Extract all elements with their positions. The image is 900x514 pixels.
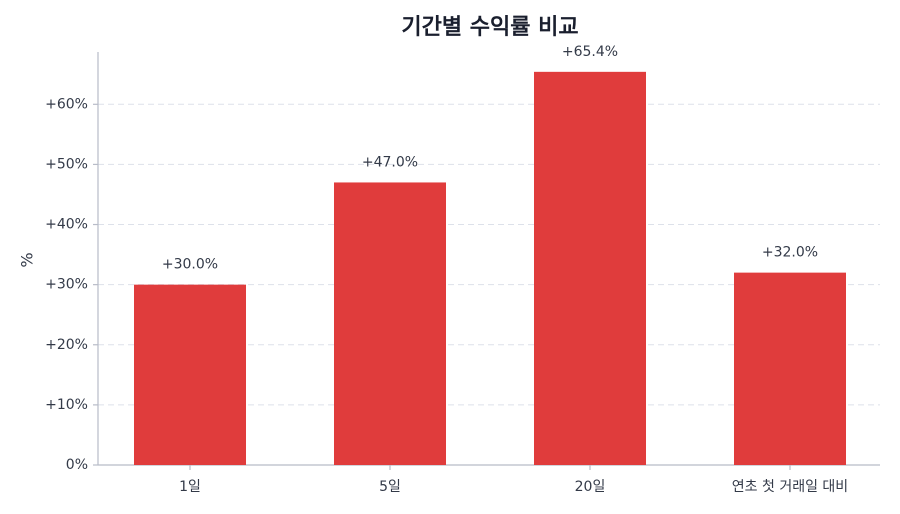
y-tick-label: +10% (45, 397, 88, 413)
value-label: +30.0% (162, 257, 218, 273)
bar (534, 71, 646, 465)
value-label: +65.4% (562, 44, 618, 60)
y-tick-label: +30% (45, 277, 88, 293)
y-tick-label: +20% (45, 337, 88, 353)
y-tick-label: +60% (45, 96, 88, 112)
bar (334, 182, 446, 465)
x-tick-label: 5일 (379, 479, 401, 495)
bar (134, 284, 246, 465)
y-axis-label: % (18, 252, 37, 267)
value-label: +32.0% (762, 245, 818, 261)
chart-title: 기간별 수익률 비교 (401, 15, 578, 40)
y-tick-label: 0% (66, 457, 88, 473)
y-tick-label: +40% (45, 217, 88, 233)
value-label: +47.0% (362, 154, 418, 170)
y-tick-label: +50% (45, 156, 88, 172)
x-tick-label: 1일 (179, 479, 201, 495)
x-tick-label: 연초 첫 거래일 대비 (732, 479, 848, 495)
bar (734, 272, 846, 465)
x-tick-label: 20일 (575, 479, 606, 495)
